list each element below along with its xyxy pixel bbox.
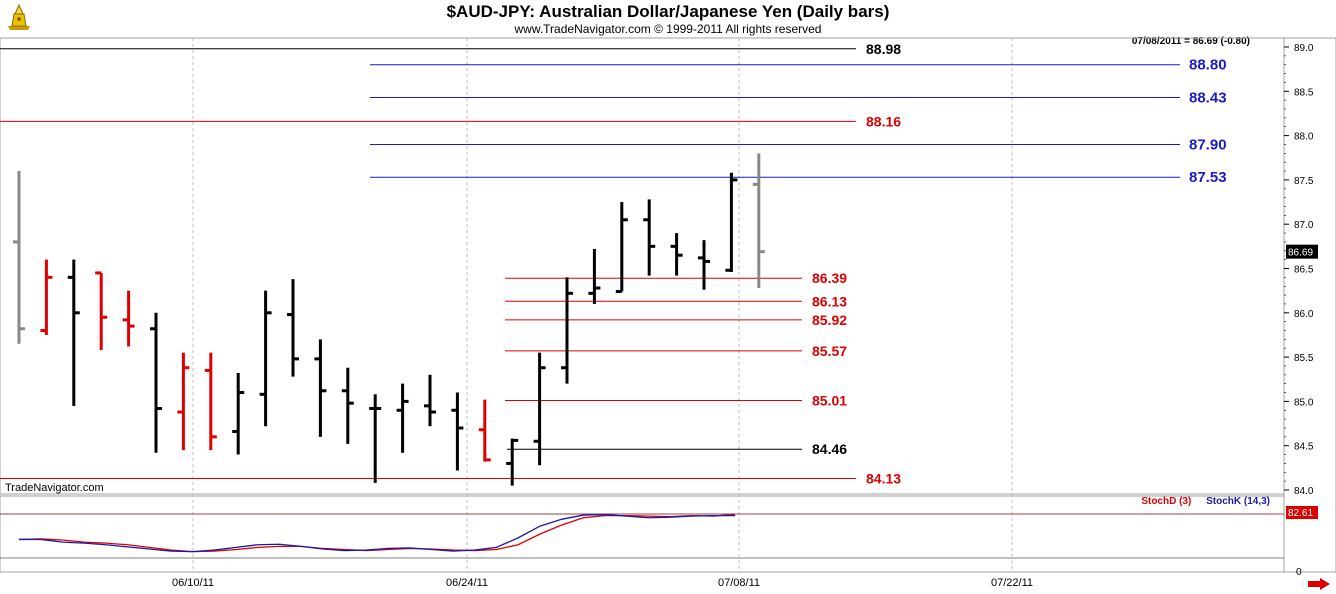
level-label: 87.90	[1189, 136, 1227, 153]
ohlc-bar	[232, 373, 245, 455]
stoch-k-line	[19, 513, 736, 553]
ohlc-bar	[670, 233, 683, 276]
stoch-axis-zero: 0	[1296, 567, 1302, 578]
x-tick-label: 07/22/11	[991, 577, 1033, 589]
y-tick-label: 87.5	[1294, 176, 1314, 187]
axis-layer: 06/10/11 06/24/11 07/08/11 07/22/11 84.0 84.5…	[172, 43, 1318, 589]
level-label: 85.57	[812, 343, 847, 359]
x-tick-label: 06/24/11	[446, 577, 488, 589]
ohlc-bar	[643, 199, 656, 276]
ohlc-bar	[95, 271, 108, 351]
watermark-text: TradeNavigator.com	[5, 482, 104, 494]
scroll-right-arrow-icon[interactable]	[1308, 578, 1330, 590]
x-tick-label: 07/08/11	[718, 577, 760, 589]
stoch-d-legend: StochD (3)	[1141, 496, 1192, 507]
ohlc-bar	[396, 383, 409, 453]
ohlc-bar	[287, 279, 299, 377]
level-lines-layer: 88.98 88.80 88.43 88.16 87.90 87.53 86.39 86.13…	[0, 41, 1227, 486]
level-label: 88.80	[1189, 57, 1227, 74]
stoch-value-box	[1286, 506, 1318, 519]
ohlc-bar	[177, 352, 190, 451]
ohlc-bar	[561, 277, 573, 384]
level-label: 85.01	[812, 393, 847, 409]
level-label: 84.46	[812, 441, 847, 457]
last-price-box	[1286, 244, 1318, 259]
ohlc-bar	[451, 392, 464, 471]
ohlc-bar	[588, 249, 601, 304]
y-axis-panel	[1283, 37, 1336, 573]
y-tick-label: 85.0	[1294, 397, 1314, 408]
last-price-label: 86.69	[1288, 248, 1313, 259]
ohlc-bar	[13, 171, 25, 344]
ohlc-bars-layer	[13, 153, 765, 486]
y-tick-label: 88.5	[1294, 87, 1314, 98]
level-label: 88.43	[1189, 90, 1227, 107]
ohlc-bar	[506, 438, 519, 486]
ohlc-bar	[67, 259, 80, 406]
ohlc-bar	[478, 399, 491, 462]
ohlc-bar	[40, 259, 53, 335]
level-label: 84.13	[866, 470, 901, 486]
stochastic-panel: 82.61 0	[0, 506, 1318, 578]
x-tick-label: 06/10/11	[172, 577, 214, 589]
ohlc-bar	[122, 290, 135, 347]
y-tick-label: 86.0	[1294, 309, 1314, 320]
stoch-k-legend: StochK (14,3)	[1206, 496, 1270, 507]
ohlc-bar	[369, 394, 382, 483]
y-tick-label: 84.5	[1294, 442, 1314, 453]
level-label: 88.16	[866, 113, 901, 129]
chart-subtitle: www.TradeNavigator.com © 1999-2011 All r…	[514, 22, 822, 36]
stoch-d-line	[18, 513, 736, 553]
level-label: 88.98	[866, 41, 901, 57]
y-tick-label: 89.0	[1294, 43, 1314, 54]
quote-readout: 07/08/2011 = 86.69 (-0.80)	[1131, 36, 1250, 47]
ohlc-bar	[424, 374, 436, 427]
ohlc-bar	[698, 240, 710, 290]
level-label: 86.39	[812, 270, 847, 286]
ohlc-bar	[314, 339, 327, 437]
ohlc-bar	[533, 352, 546, 466]
level-label: 85.92	[812, 312, 847, 328]
ohlc-bar	[150, 312, 162, 453]
ohlc-bar	[752, 153, 765, 288]
ohlc-bar	[341, 367, 354, 444]
y-tick-label: 86.5	[1294, 265, 1314, 276]
ohlc-bar	[259, 290, 272, 427]
y-tick-label: 88.0	[1294, 132, 1314, 143]
ohlc-bar	[615, 202, 628, 294]
y-tick-label: 84.0	[1294, 486, 1314, 497]
level-label: 87.53	[1189, 169, 1227, 186]
chart-title: $AUD-JPY: Australian Dollar/Japanese Yen…	[446, 2, 890, 21]
trade-navigator-logo-icon[interactable]	[4, 2, 34, 32]
y-tick-label: 87.0	[1294, 220, 1314, 231]
level-label: 86.13	[812, 293, 847, 309]
stoch-legend: StochD (3) StochK (14,3)	[1129, 496, 1270, 507]
stoch-value-label: 82.61	[1288, 508, 1313, 519]
y-tick-label: 85.5	[1294, 353, 1314, 364]
ohlc-bar	[204, 352, 217, 451]
grid-layer	[0, 37, 1336, 573]
ohlc-bar	[725, 172, 738, 273]
